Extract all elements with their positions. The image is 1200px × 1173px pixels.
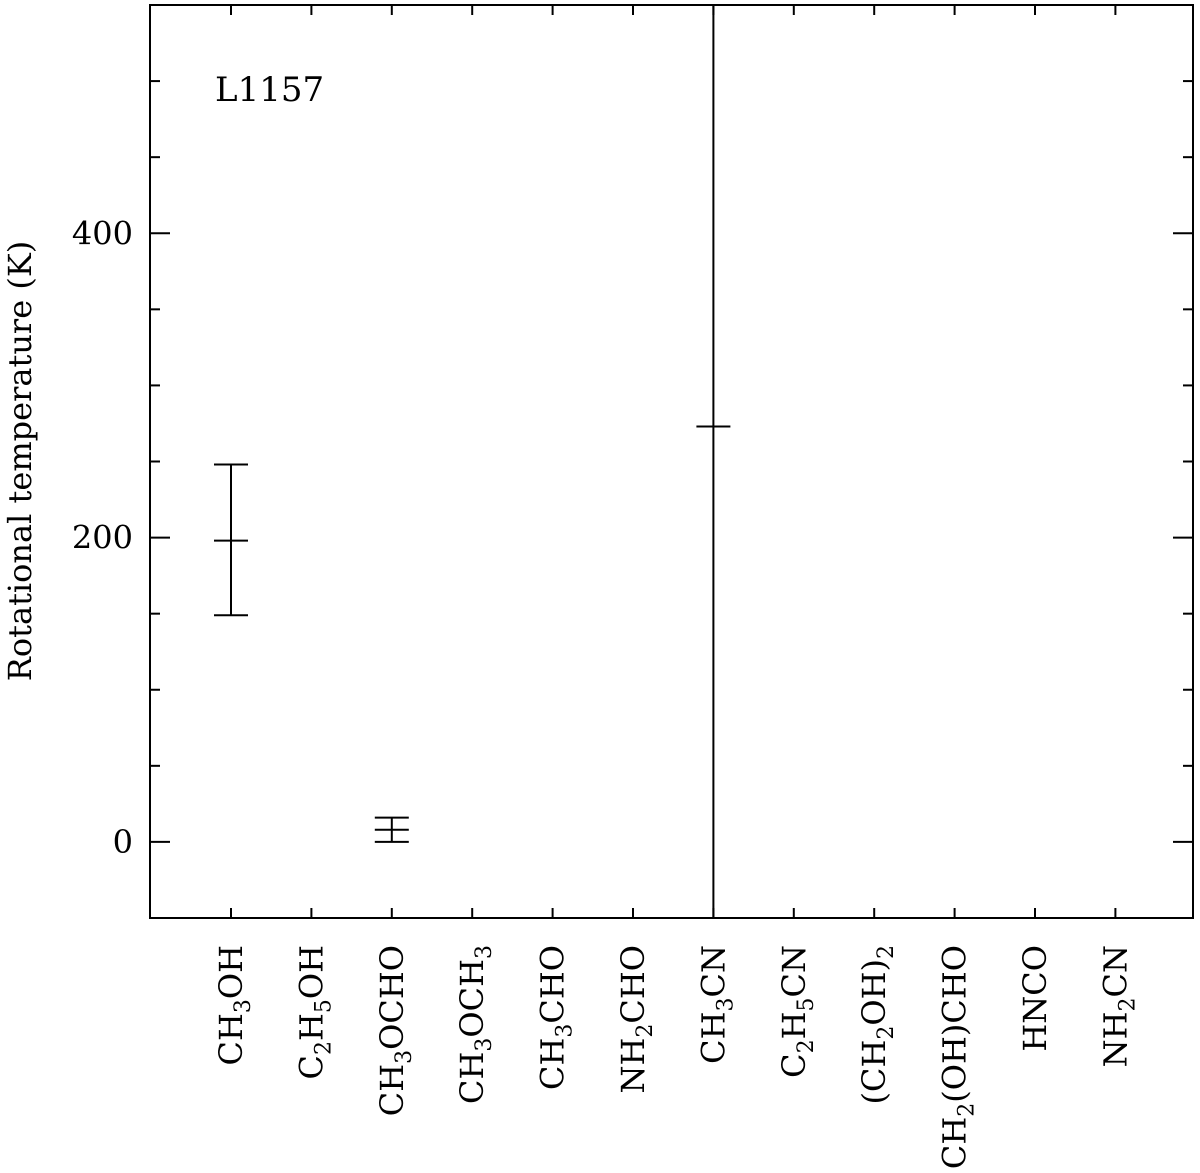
x-tick-label-subscript: 3 [472,1038,497,1052]
x-tick-label-text: CH [373,1064,411,1116]
y-axis-label: Rotational temperature (K) [1,241,39,681]
x-tick-label: C2H5OH [292,945,336,1080]
x-tick-label-text: CH [534,1038,572,1090]
x-tick-label-subscript: 2 [955,1103,980,1117]
x-tick-label-text: CH [453,1052,491,1104]
x-tick-label: CH3CN [694,945,738,1064]
x-tick-labels: CH3OHC2H5OHCH3OCHOCH3OCH3CH3CHONH2CHOCH3… [212,945,1140,1169]
y-tick-label: 400 [72,214,133,252]
x-tick-label-text: H [775,1011,813,1039]
x-tick-label-text: (CH [855,1040,893,1105]
x-tick-label: CH3OCHO [373,945,417,1116]
axis-ticks [150,4,1193,919]
plot-annotation: L1157 [215,70,324,110]
x-tick-label-subscript: 3 [553,1024,578,1038]
x-tick-label-text: C [292,1055,330,1079]
plot-frame [149,4,1194,919]
x-tick-label: HNCO [1016,945,1054,1052]
x-tick-label-subscript: 2 [874,1026,899,1040]
x-tick-label-text: H [292,1013,330,1041]
x-tick-label-text: CN [1096,945,1134,997]
x-tick-label-text: CN [775,945,813,997]
x-tick-label-subscript: 2 [874,945,899,959]
x-tick-label-text: CHO [534,945,572,1024]
x-tick-label: NH2CHO [614,945,658,1094]
x-tick-label-subscript: 2 [311,1041,336,1055]
x-tick-label: (CH2OH)2 [855,945,899,1105]
x-tick-label-subscript: 5 [311,999,336,1013]
x-tick-label-subscript: 2 [1115,997,1140,1011]
x-tick-label-text: OCH [453,959,491,1038]
x-tick-label-text: CN [694,945,732,997]
x-tick-label-subscript: 2 [633,1024,658,1038]
x-tick-label-text: OH [292,945,330,999]
y-tick-labels: 0 200 400 [72,214,133,861]
x-tick-label-text: CHO [614,945,652,1024]
data-marks [214,5,731,918]
x-tick-label: CH3OH [212,945,256,1066]
x-tick-label-text: C [775,1053,813,1077]
x-tick-label-text: (OH)CHO [936,945,974,1103]
x-tick-label-text: OH [212,945,250,999]
x-tick-label: CH3OCH3 [453,945,497,1104]
x-tick-label-text: CH [212,1013,250,1065]
y-tick-label: 0 [113,823,133,861]
x-tick-label: NH2CN [1096,945,1140,1067]
x-tick-label-text: CH [936,1117,974,1169]
y-tick-label: 200 [72,519,133,557]
x-tick-label: CH3CHO [534,945,578,1090]
x-tick-label-subscript: 2 [794,1039,819,1053]
x-tick-label-subscript: 5 [794,997,819,1011]
x-tick-label: CH2(OH)CHO [936,945,980,1169]
x-tick-label-text: OCHO [373,945,411,1050]
x-tick-label-subscript: 3 [231,999,256,1013]
x-tick-label-subscript: 3 [713,997,738,1011]
x-tick-label-text: OH) [855,959,893,1026]
x-tick-label-subscript: 3 [472,945,497,959]
x-tick-label-text: NH [614,1038,652,1094]
x-tick-label: C2H5CN [775,945,819,1078]
x-tick-label-text: CH [694,1011,732,1063]
x-tick-label-subscript: 3 [392,1050,417,1064]
x-tick-label-text: NH [1096,1011,1134,1067]
x-tick-label-text: HNCO [1016,945,1054,1052]
